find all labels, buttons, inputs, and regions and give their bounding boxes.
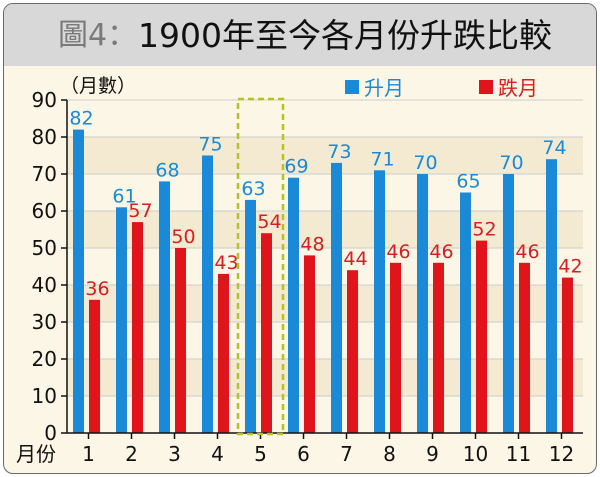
y-tick-label: 20	[32, 347, 57, 371]
fall-bar	[562, 277, 573, 433]
figure-number: 圖4：	[58, 18, 138, 53]
x-tick-label: 5	[254, 442, 267, 466]
x-tick-label: 10	[463, 442, 488, 466]
fall-bar	[476, 240, 487, 433]
y-tick-label: 0	[44, 421, 57, 445]
y-tick-label: 10	[32, 384, 57, 408]
x-axis-label: 月份	[16, 442, 56, 466]
y-tick-label: 80	[32, 125, 57, 149]
x-tick-label: 12	[549, 442, 574, 466]
fall-bar	[433, 262, 444, 433]
gridlines	[67, 99, 583, 397]
y-tick-label: 30	[32, 310, 57, 334]
bars	[73, 129, 573, 434]
fall-bar	[304, 255, 315, 433]
background-band	[67, 359, 583, 396]
fall-label: 43	[214, 252, 238, 274]
fall-bar	[132, 222, 143, 433]
legend-label: 跌月	[498, 76, 538, 100]
x-tick-label: 7	[340, 442, 353, 466]
fall-label: 46	[429, 241, 453, 263]
x-tick-label: 4	[211, 442, 224, 466]
rise-bar	[460, 192, 471, 433]
y-tick-label: 40	[32, 273, 57, 297]
background-band	[67, 396, 583, 433]
x-tick-label: 1	[82, 442, 95, 466]
y-tick-label: 90	[32, 88, 57, 112]
fall-bar	[89, 299, 100, 433]
rise-label: 73	[327, 141, 351, 163]
fall-bar	[519, 262, 530, 433]
rise-label: 61	[112, 185, 136, 207]
background-band	[67, 248, 583, 285]
rise-bar	[159, 181, 170, 433]
y-axis-label: （月數）	[60, 75, 136, 97]
rise-bar	[288, 177, 299, 433]
fall-label: 46	[515, 241, 539, 263]
fall-bar	[175, 248, 186, 433]
legend-swatch	[345, 80, 359, 94]
fall-label: 48	[300, 233, 324, 255]
rise-label: 70	[413, 152, 437, 174]
legend: 升月 跌月	[345, 76, 538, 100]
title-bar: 圖4： 1900年至今各月份升跌比較	[4, 4, 596, 66]
highlight-box	[236, 97, 285, 436]
rise-label: 69	[284, 156, 308, 178]
x-tick-label: 8	[383, 442, 396, 466]
background-band	[67, 137, 583, 174]
x-tick-label: 9	[426, 442, 439, 466]
rise-bar	[245, 199, 256, 433]
background-bands	[67, 100, 583, 433]
y-tick-label: 60	[32, 199, 57, 223]
x-tick-label: 3	[168, 442, 181, 466]
x-tick-label: 11	[506, 442, 531, 466]
fall-label: 36	[85, 278, 109, 300]
fall-label: 54	[257, 211, 281, 233]
background-band	[67, 211, 583, 248]
fall-bar	[390, 262, 401, 433]
rise-label: 71	[370, 148, 394, 170]
rise-label: 82	[69, 108, 93, 130]
rise-bar	[546, 159, 557, 433]
rise-bar	[116, 207, 127, 433]
fall-bar	[261, 233, 272, 433]
rise-bar	[503, 174, 514, 433]
background-band	[67, 285, 583, 322]
fall-label: 42	[558, 256, 582, 278]
fall-bar	[218, 273, 229, 433]
rise-bar	[202, 155, 213, 433]
rise-label: 63	[241, 178, 265, 200]
fall-label: 44	[343, 248, 367, 270]
y-tick-label: 50	[32, 236, 57, 260]
fall-label: 50	[171, 226, 195, 248]
rise-label: 68	[155, 159, 179, 181]
background-band	[67, 174, 583, 211]
fall-label: 52	[472, 219, 496, 241]
rise-bar	[417, 174, 428, 433]
legend-swatch	[479, 80, 493, 94]
background-band	[67, 322, 583, 359]
legend-label: 升月	[364, 76, 404, 100]
rise-bar	[331, 162, 342, 433]
rise-label: 65	[456, 171, 480, 193]
rise-label: 75	[198, 134, 222, 156]
x-tick-label: 2	[125, 442, 138, 466]
rise-label: 70	[499, 152, 523, 174]
x-tick-label: 6	[297, 442, 310, 466]
rise-label: 74	[542, 137, 566, 159]
fall-label: 57	[128, 200, 152, 222]
rise-bar	[374, 170, 385, 434]
rise-bar	[73, 129, 84, 433]
fall-label: 46	[386, 241, 410, 263]
fall-bar	[347, 270, 358, 433]
y-tick-label: 70	[32, 162, 57, 186]
chart-title: 1900年至今各月份升跌比較	[138, 16, 552, 55]
background-band	[67, 100, 583, 137]
